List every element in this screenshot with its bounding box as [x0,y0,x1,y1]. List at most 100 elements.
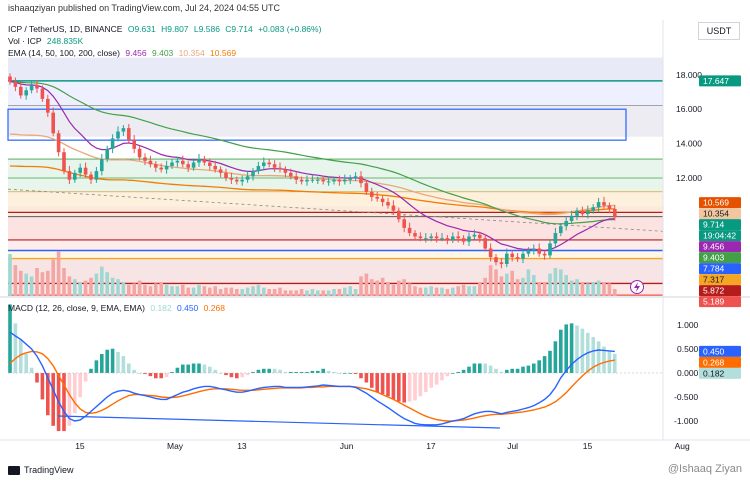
open-value: O9.631 [127,24,156,34]
volume-label[interactable]: Vol · ICP [8,36,42,46]
macd-histogram-bar [191,363,196,373]
high-value: H9.807 [161,24,189,34]
candle-body [564,221,568,227]
volume-bar [40,272,45,296]
macd-histogram-bar [164,373,169,378]
macd-histogram-bar [434,373,439,385]
price-label-text: 9.403 [703,253,725,263]
volume-bar [613,289,617,296]
macd-label[interactable]: MACD (12, 26, close, 9, EMA, EMA) [8,303,145,313]
candle-body [488,248,493,258]
candle-body [515,257,520,259]
macd-histogram-bar [94,360,99,373]
macd-histogram-bar [537,360,541,373]
volume-bar [137,280,142,296]
macd-signal-line [9,350,615,422]
macd-label-box [699,345,741,357]
macd-histogram-bar [267,368,271,373]
macd-histogram-bar [424,373,428,393]
candle-body [521,253,525,259]
macd-histogram-bar [402,373,406,403]
volume-bar [391,284,396,296]
volume-bar [94,273,99,296]
candle-body [208,162,212,166]
candle-body [191,162,196,168]
currency-selector[interactable]: USDT [698,22,740,40]
macd-label-box [699,356,741,368]
candle-body [289,172,293,177]
volume-bar [316,290,320,296]
ema50-line [9,81,615,225]
ema-label[interactable]: EMA (14, 50, 100, 200, close) [8,48,120,58]
macd-tick-label: 1.000 [677,320,699,330]
macd-histogram-bar [186,364,190,373]
candle-body [78,167,82,173]
macd-histogram-bar [456,371,460,373]
volume-bar [445,289,450,296]
zone-band-8 [8,250,663,259]
volume-bar [35,268,39,296]
resistance-box [7,108,627,141]
candle-body [380,198,385,203]
close-value: C9.714 [225,24,253,34]
macd-histogram-bar [73,373,77,414]
candle-body [143,157,147,161]
macd-histogram-bar [202,364,207,373]
macd-histogram-bar [440,373,444,381]
candle-body [591,207,595,211]
macd-histogram-bar [483,363,487,373]
candle-body [294,176,298,180]
macd-histogram-bar [29,367,34,373]
macd-histogram-bar [348,373,352,374]
macd-histogram-bar [316,370,320,373]
candle-body [548,243,552,256]
volume-bar [564,275,568,296]
volume-bar [370,279,374,296]
volume-value: 248.835K [46,36,84,46]
candle-body [510,253,514,258]
time-tick-label: Jun [340,441,354,451]
macd-histogram-bar [197,363,201,373]
macd-histogram-bar [46,373,50,416]
price-label-box [699,263,741,275]
macd-histogram-bar [429,373,433,388]
volume-bar [283,290,288,296]
macd-histogram-bar [251,371,255,373]
ema200-value: 10.569 [210,48,237,58]
candle-body [19,86,23,96]
macd-histogram-bar [521,366,525,373]
candle-body [305,179,309,182]
volume-bar [170,286,174,296]
price-label-box [699,219,741,231]
candle-body [235,179,239,182]
macd-histogram-bar [148,373,153,377]
macd-histogram-bar [391,373,396,400]
volume-bar [359,276,363,296]
candle-body [94,171,99,180]
macd-histogram-bar [343,373,347,374]
candle-body [116,131,120,139]
macd-histogram-bar [591,337,595,373]
macd-histogram-bar [515,368,520,373]
symbol-name[interactable]: ICP / TetherUS, 1D, BINANCE [8,24,123,34]
volume-bar [472,286,477,296]
volume-bar [13,265,18,296]
volume-bar [353,289,358,296]
volume-bar [532,275,536,296]
macd-histogram-bar [262,368,266,373]
candle-body [46,98,50,113]
ema50-value: 9.403 [152,48,174,58]
price-label-text: 5.189 [703,297,725,307]
time-tick-label: Aug [675,441,690,451]
candle-body [407,227,412,234]
macd-histogram-bar [413,373,417,401]
volume-bar [348,286,352,296]
price-label-text: 17.647 [703,76,729,86]
volume-bar [148,286,153,296]
candle-body [56,133,61,153]
candle-body [272,164,277,168]
published-caption: ishaaqziyan published on TradingView.com… [8,3,281,13]
macd-histogram-bar [224,373,228,376]
price-label-text: 7.784 [703,264,725,274]
